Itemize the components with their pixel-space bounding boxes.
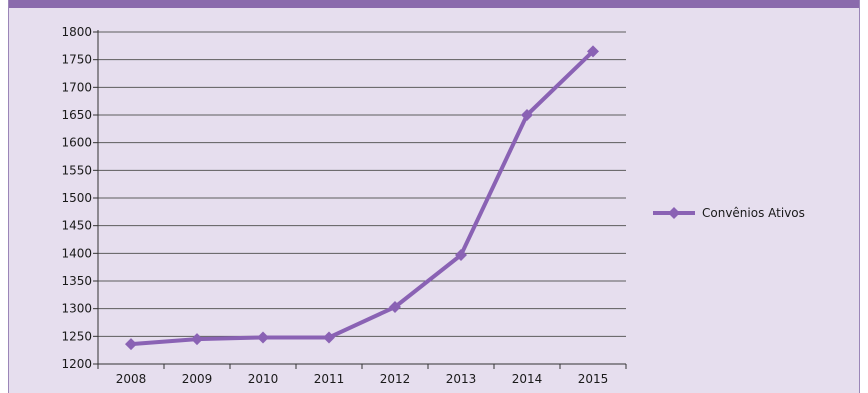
x-tick-label: 2015 <box>578 372 609 386</box>
y-tick-label: 1800 <box>61 25 92 39</box>
data-point <box>521 109 533 121</box>
y-tick-label: 1250 <box>61 329 92 343</box>
grid-lines <box>98 31 626 337</box>
y-tick-label: 1200 <box>61 357 92 371</box>
x-tick-label: 2014 <box>512 372 543 386</box>
legend: Convênios Ativos <box>653 206 805 220</box>
data-point <box>125 338 137 351</box>
title-bar <box>9 0 859 8</box>
y-tick-label: 1550 <box>61 163 92 177</box>
y-tick-labels: 1200 1250 1300 1350 1400 1450 1500 1550 1600 1650… <box>61 25 92 371</box>
y-tick-label: 1700 <box>61 80 92 94</box>
axes <box>93 30 627 369</box>
x-tick-label: 2013 <box>446 372 477 386</box>
x-tick-labels: 2008 2009 2010 2011 2012 2013 2014 2015 <box>116 372 609 386</box>
y-tick-label: 1400 <box>61 246 92 260</box>
y-tick-label: 1300 <box>61 302 92 316</box>
y-tick-label: 1350 <box>61 274 92 288</box>
data-point <box>587 45 599 58</box>
y-tick-label: 1650 <box>61 108 92 122</box>
data-point <box>257 331 269 344</box>
x-tick-label: 2008 <box>116 372 147 386</box>
legend-marker-swatch <box>668 207 680 219</box>
x-tick-label: 2012 <box>380 372 411 386</box>
chart-frame: 1200 1250 1300 1350 1400 1450 1500 1550 1600 1650… <box>8 0 860 393</box>
series-group <box>125 45 599 351</box>
y-tick-label: 1500 <box>61 191 92 205</box>
x-tick-label: 2009 <box>182 372 213 386</box>
y-tick-label: 1600 <box>61 136 92 150</box>
y-tick-label: 1750 <box>61 53 92 67</box>
y-tick-label: 1450 <box>61 219 92 233</box>
legend-label: Convênios Ativos <box>702 206 805 220</box>
data-point <box>389 301 401 314</box>
data-point <box>191 333 203 346</box>
data-point <box>323 331 335 344</box>
x-tick-label: 2011 <box>314 372 345 386</box>
x-tick-label: 2010 <box>248 372 279 386</box>
line-chart: 1200 1250 1300 1350 1400 1450 1500 1550 1600 1650… <box>61 25 805 386</box>
data-point <box>455 248 467 261</box>
series-line <box>129 49 595 347</box>
